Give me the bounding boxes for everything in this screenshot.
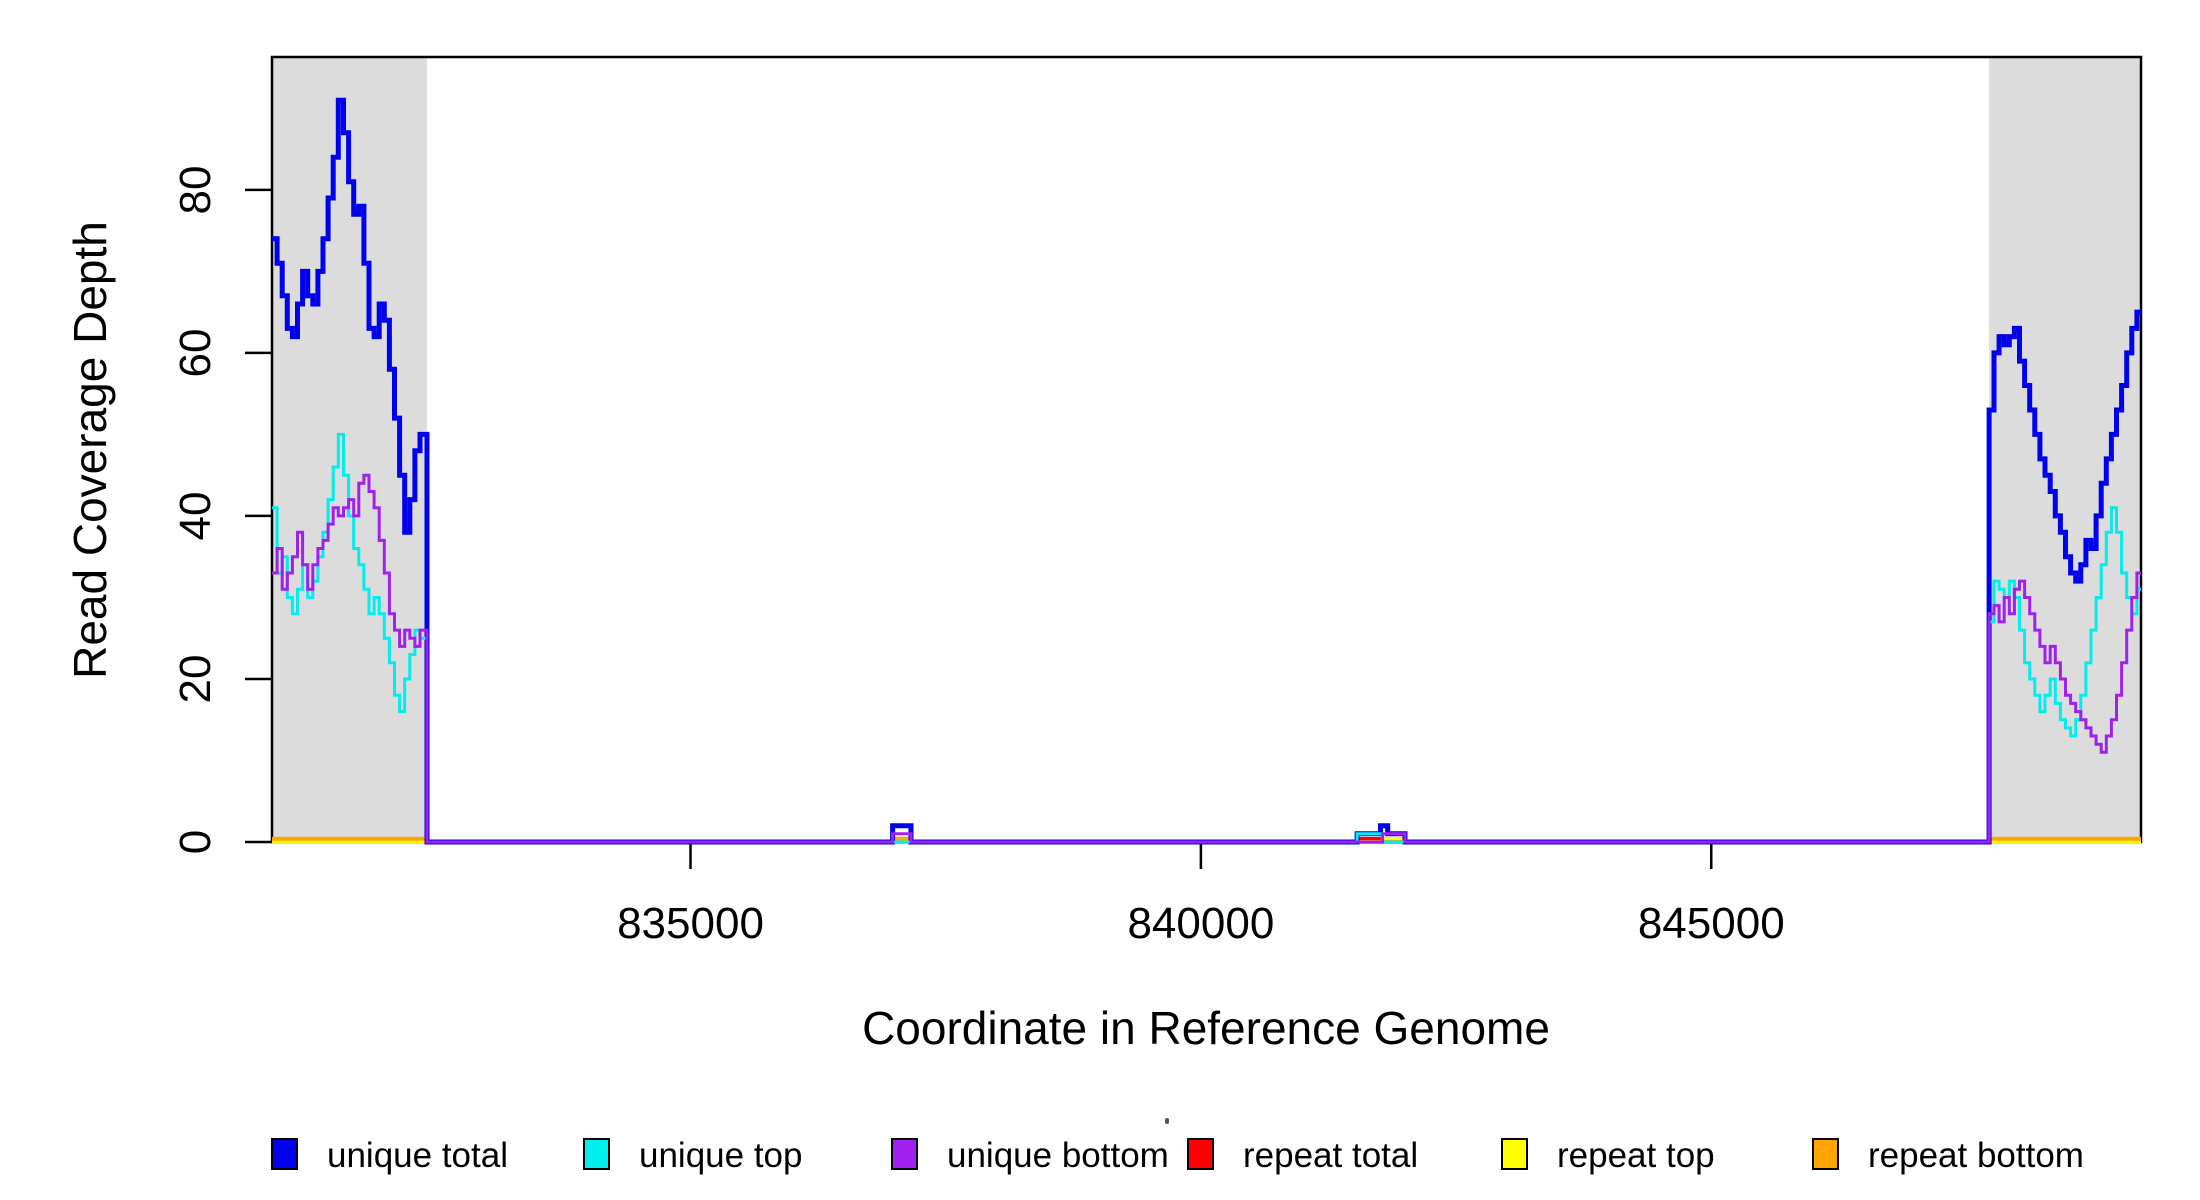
- legend-label-repeat-bottom: repeat bottom: [1868, 1136, 2084, 1175]
- y-tick-label-2: 40: [171, 491, 220, 541]
- legend-label-repeat-top: repeat top: [1557, 1136, 1715, 1175]
- legend-swatch-repeat-top: [1501, 1138, 1528, 1170]
- y-axis-title: Read Coverage Depth: [64, 221, 116, 679]
- y-tick-label-1: 20: [171, 654, 220, 704]
- legend-swatch-unique-bottom: [891, 1138, 918, 1170]
- legend-swatch-unique-total: [271, 1138, 298, 1170]
- legend-label-repeat-total: repeat total: [1243, 1136, 1419, 1175]
- series-line-unique-total: [272, 97, 2141, 845]
- series-line-unique-bottom: [272, 473, 2141, 844]
- x-tick-label-1: 840000: [1127, 899, 1275, 948]
- series-line-unique-top: [272, 432, 2141, 844]
- legend-label-unique-bottom: unique bottom: [947, 1136, 1169, 1175]
- legend-label-unique-total: unique total: [327, 1136, 508, 1175]
- y-tick-label-0: 0: [171, 829, 220, 855]
- legend-label-unique-top: unique top: [639, 1136, 803, 1175]
- stray-dot-artifact: [1165, 1118, 1169, 1124]
- x-axis-title: Coordinate in Reference Genome: [862, 1002, 1550, 1054]
- x-tick-label-0: 835000: [617, 899, 764, 948]
- legend-swatch-repeat-total: [1187, 1138, 1214, 1170]
- x-tick-label-2: 845000: [1637, 899, 1785, 948]
- plot-box: [270, 55, 2143, 844]
- y-tick-label-4: 80: [171, 165, 220, 215]
- y-tick-label-3: 60: [171, 328, 220, 378]
- legend-swatch-unique-top: [583, 1138, 610, 1170]
- legend-swatch-repeat-bottom: [1812, 1138, 1839, 1170]
